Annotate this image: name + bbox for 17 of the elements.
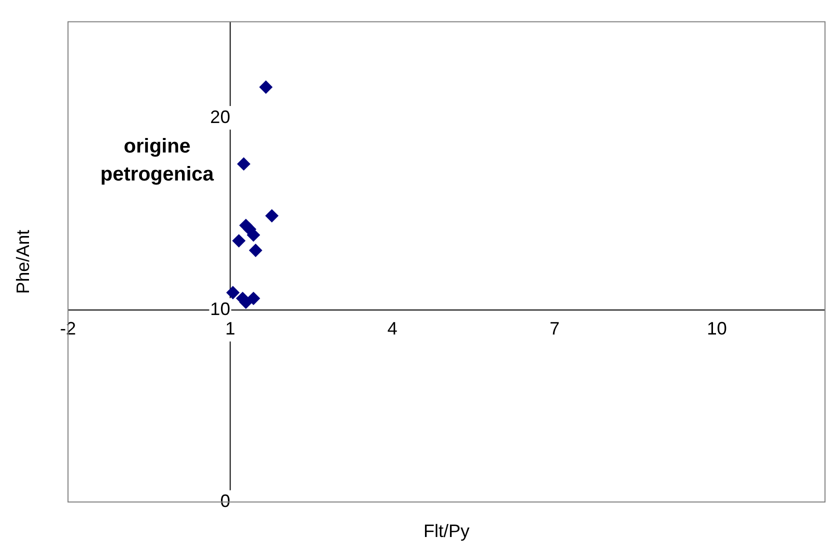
x-tick-label: 4: [387, 318, 398, 339]
x-tick-label: 10: [706, 318, 727, 339]
point: [237, 157, 250, 170]
y-tick-label: 20: [210, 106, 230, 127]
point: [249, 244, 262, 257]
y-tick-label: 10: [210, 298, 230, 319]
point: [265, 209, 278, 222]
point: [259, 80, 272, 94]
point: [246, 228, 260, 242]
x-axis-title: Flt/Py: [423, 520, 470, 541]
point: [226, 286, 240, 300]
y-axis-title: Phe/Ant: [12, 230, 33, 294]
x-tick-label: 1: [225, 318, 236, 339]
annotation: origine petrogenica: [100, 136, 215, 186]
point: [246, 292, 260, 305]
point: [232, 234, 246, 248]
x-tick-label: 7: [550, 318, 560, 339]
